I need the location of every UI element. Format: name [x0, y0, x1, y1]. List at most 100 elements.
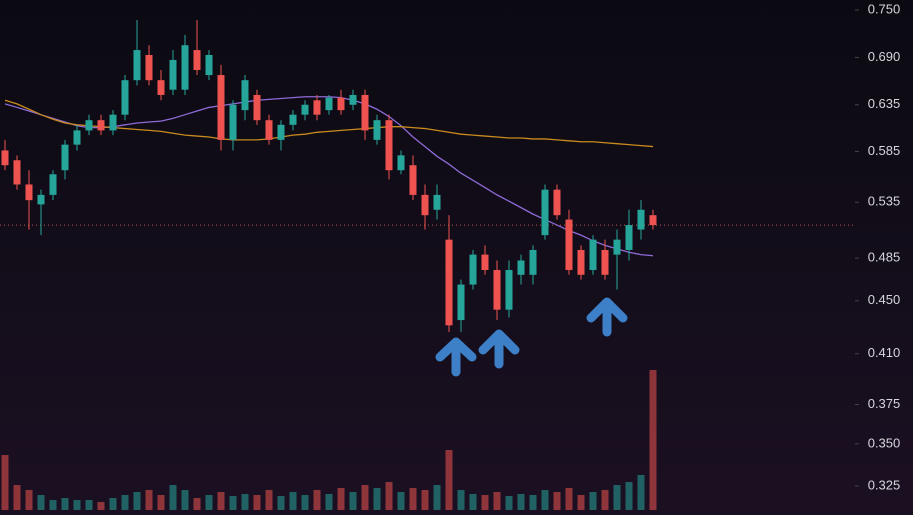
volume-bar — [289, 492, 297, 510]
candle-body — [349, 94, 357, 105]
volume-bar — [49, 500, 57, 510]
candle-body — [289, 114, 297, 125]
volume-bar — [109, 498, 117, 510]
volume-bar — [313, 490, 321, 510]
candle-body — [613, 239, 621, 255]
volume-bar — [265, 490, 273, 510]
candle-body — [181, 45, 189, 90]
volume-bar — [1, 455, 9, 510]
volume-bar — [637, 475, 645, 510]
candle-body — [361, 94, 369, 131]
volume-bar — [169, 485, 177, 510]
candle-body — [1, 150, 9, 166]
candle-body — [145, 54, 153, 81]
candle-body — [193, 50, 201, 70]
candle-body — [13, 160, 21, 185]
volume-bar — [157, 495, 165, 510]
annotations — [435, 297, 628, 377]
candle-body — [277, 124, 285, 140]
volume-bar — [121, 495, 129, 510]
volume-bar — [13, 485, 21, 510]
volume-bar — [385, 482, 393, 510]
candle-body — [253, 94, 261, 121]
volume-bar — [613, 485, 621, 510]
volume-bar — [241, 494, 249, 510]
candle-body — [493, 269, 501, 310]
candle-body — [301, 104, 309, 115]
y-tick-label: 0.635 — [868, 96, 901, 111]
candle-body — [373, 120, 381, 140]
volume-bar — [37, 495, 45, 510]
volume-bar — [469, 494, 477, 510]
candle-body — [265, 120, 273, 140]
volume-bar — [325, 494, 333, 510]
candle-body — [49, 174, 57, 195]
candle-body — [553, 189, 561, 216]
candle-body — [481, 254, 489, 270]
volume-bar — [397, 492, 405, 510]
y-tick-label: 0.585 — [868, 143, 901, 158]
y-tick-label: 0.535 — [868, 194, 901, 209]
volume-bar — [457, 490, 465, 510]
volume-bar — [181, 490, 189, 510]
volume-bar — [601, 490, 609, 510]
volume-bar — [145, 490, 153, 510]
volume-bar — [133, 492, 141, 510]
candle-body — [313, 100, 321, 115]
volume-bar — [565, 488, 573, 510]
volume-bar — [649, 370, 657, 510]
volume-bar — [301, 495, 309, 510]
volume-bar — [421, 490, 429, 510]
candle-body — [85, 120, 93, 131]
y-tick-label: 0.410 — [868, 345, 901, 360]
volume-bar — [445, 450, 453, 510]
candle-body — [589, 239, 597, 270]
y-tick-label: 0.485 — [868, 250, 901, 265]
plot-area — [0, 9, 859, 510]
volume-bar — [361, 485, 369, 510]
candle-body — [109, 114, 117, 131]
volume-bar — [277, 496, 285, 510]
volume-bar — [229, 496, 237, 510]
candle-body — [421, 194, 429, 216]
volume-bar — [217, 492, 225, 510]
candle-body — [25, 184, 33, 201]
candle-body — [133, 50, 141, 81]
candle-body — [649, 215, 657, 226]
volume-bar — [433, 485, 441, 510]
y-tick-label: 0.690 — [868, 49, 901, 64]
candle-body — [625, 225, 633, 250]
y-tick-label: 0.325 — [868, 477, 901, 492]
volume-bar — [349, 492, 357, 510]
candle-body — [541, 189, 549, 236]
candle-body — [529, 249, 537, 275]
volume-bar — [541, 490, 549, 510]
candle-body — [445, 239, 453, 326]
candle-body — [121, 80, 129, 115]
candle-body — [97, 120, 105, 131]
candle-body — [205, 54, 213, 76]
candle-body — [229, 104, 237, 140]
candle-body — [469, 254, 477, 285]
volume-bar — [193, 498, 201, 510]
candle-body — [433, 194, 441, 210]
candle-body — [337, 97, 345, 111]
candle-body — [409, 165, 417, 195]
volume-bar — [529, 495, 537, 510]
volume-bar — [205, 495, 213, 510]
y-tick-label: 0.375 — [868, 396, 901, 411]
candle-body — [577, 249, 585, 275]
candle-body — [157, 80, 165, 95]
candle-body — [517, 260, 525, 275]
volume-bar — [337, 488, 345, 510]
volume-bar — [61, 498, 69, 510]
y-tick-label: 0.350 — [868, 435, 901, 450]
candle-body — [325, 97, 333, 111]
volume-bar — [589, 492, 597, 510]
candle-body — [505, 269, 513, 310]
volume-bar — [577, 495, 585, 510]
candle-body — [601, 249, 609, 275]
candle-body — [637, 209, 645, 230]
